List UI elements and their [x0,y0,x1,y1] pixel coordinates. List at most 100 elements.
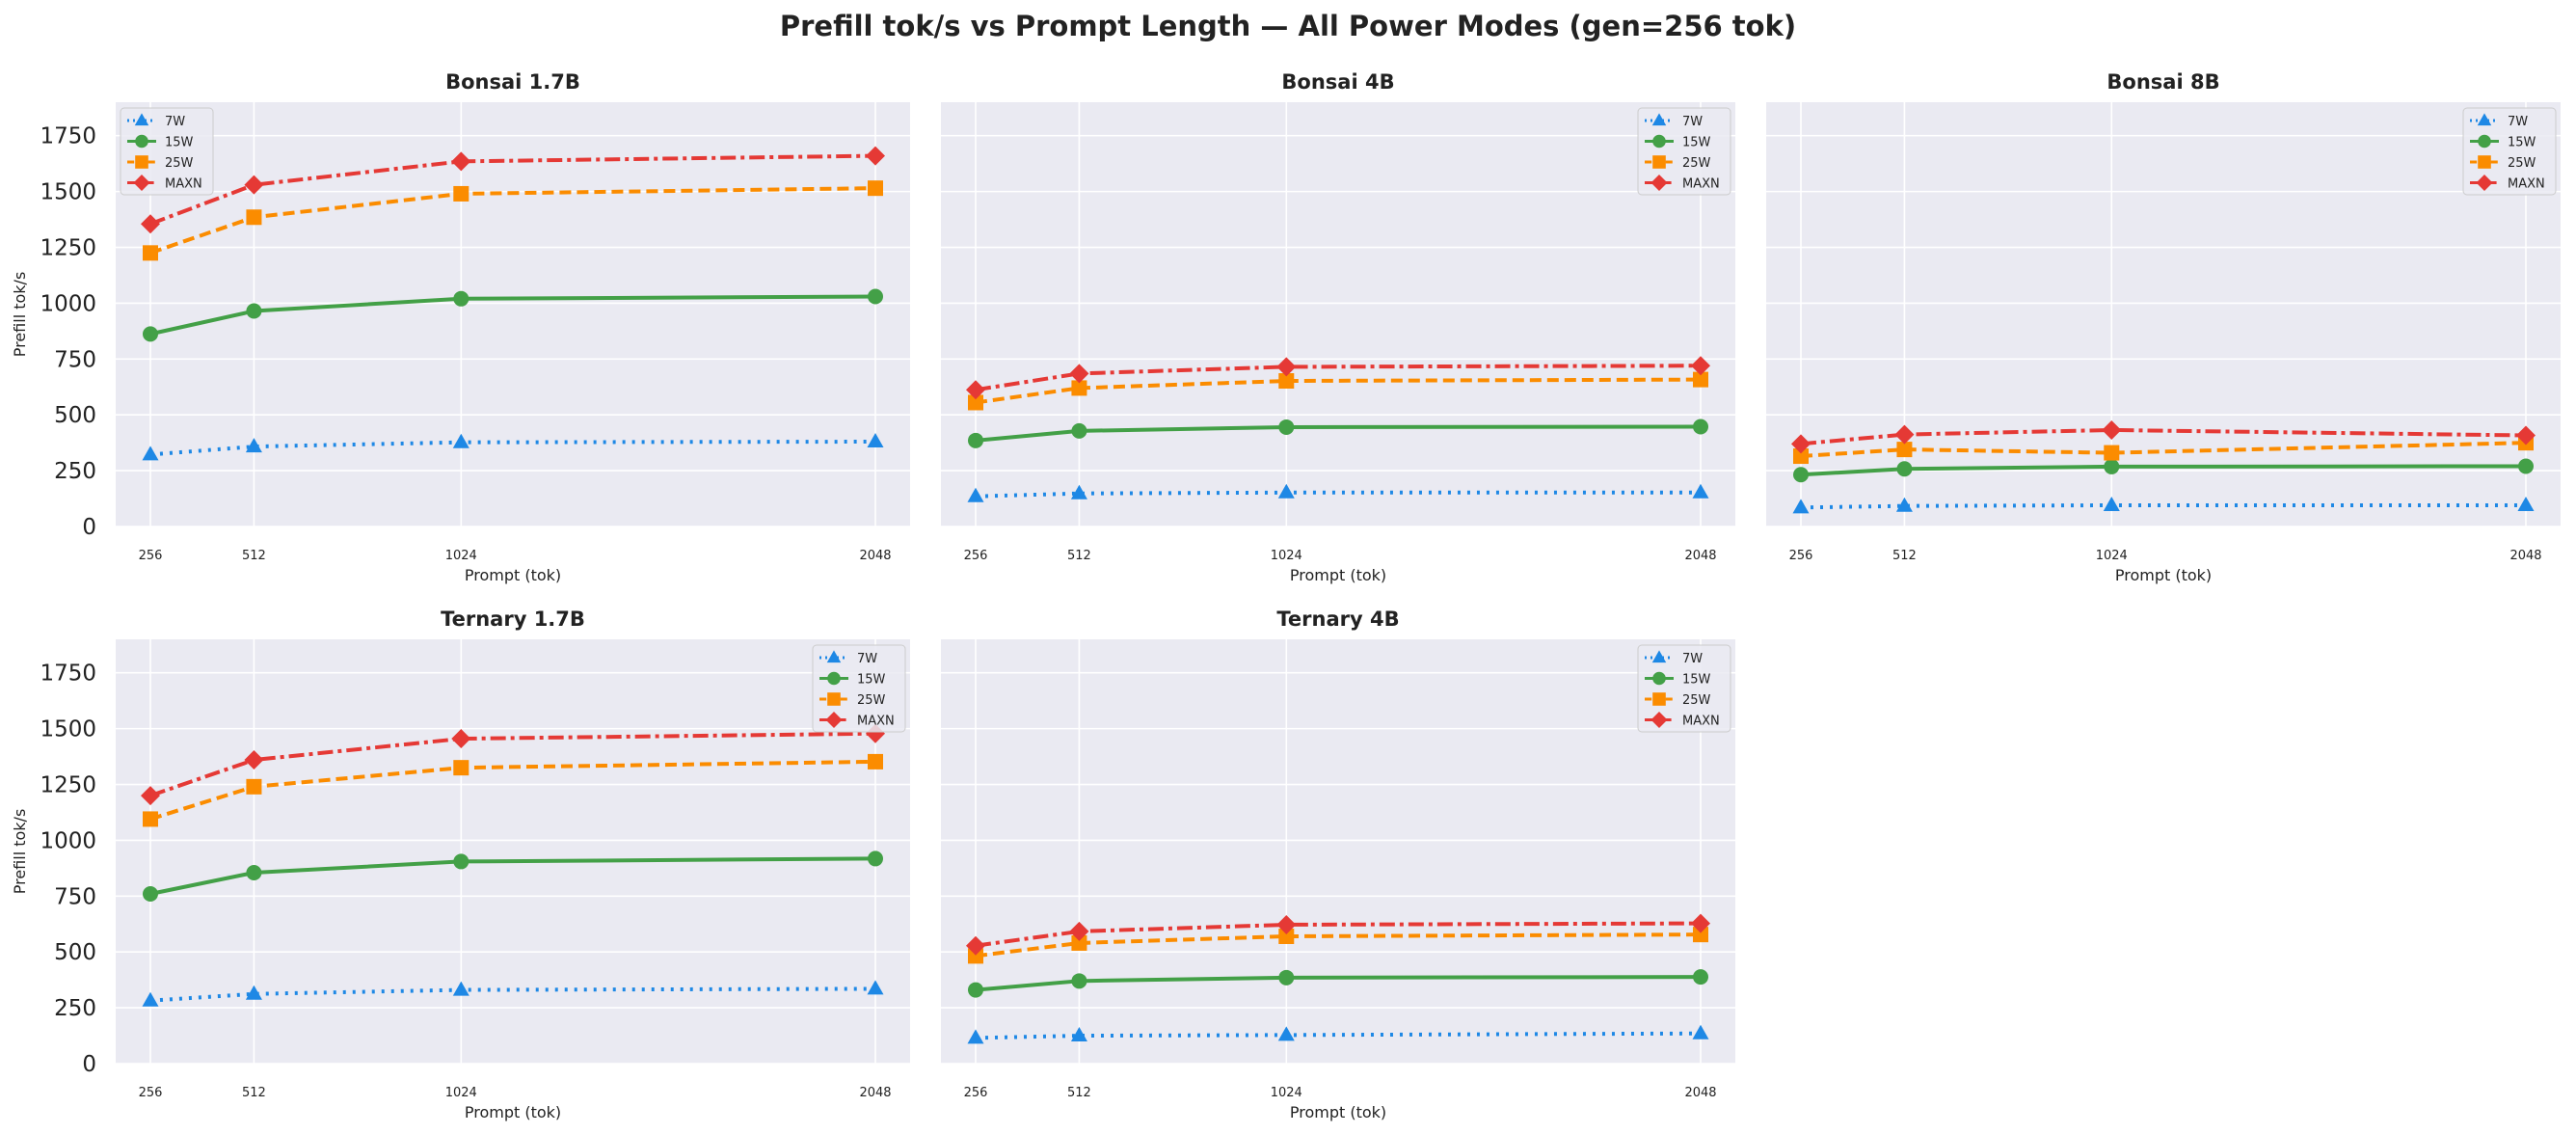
x-tick-label: 1024 [2096,549,2128,563]
legend-label-7W: 7W [857,652,877,666]
data-point-25W [968,394,983,411]
series-line-MAXN [149,731,876,797]
series-line-15W [975,975,1702,992]
legend-marker-7W [1651,113,1667,126]
data-point-7W [1692,1024,1709,1040]
data-point-MAXN [1691,356,1710,376]
y-tick-label: 0 [82,515,96,540]
data-point-MAXN [1276,914,1297,934]
series-7W [142,433,884,461]
data-point-25W [868,753,883,770]
x-tick-label: 1024 [1271,549,1302,563]
y-tick-label: 750 [54,347,96,372]
x-tick-label: 2048 [2509,549,2541,563]
data-point-7W [142,991,159,1007]
y-axis-label: Prefill tok/s [11,809,29,895]
data-point-MAXN [244,175,264,195]
panels: Bonsai 1.7B 256 512 1024 2048 Prompt (tok) 0 25… [11,70,2561,1121]
legend-box [2462,107,2557,196]
y-tick-label: 1250 [40,236,96,261]
data-point-MAXN [451,151,471,172]
subplot-title: Bonsai 4B [1281,70,1394,94]
data-point-25W [1071,380,1087,396]
data-point-MAXN [2516,425,2536,446]
legend-marker-MAXN [1650,175,1668,191]
data-point-7W [967,487,984,502]
legend-box [812,644,906,733]
subplot-4: Ternary 1.7B 256 512 1024 2048 Prompt (tok) 0 2… [11,608,910,1121]
series-line-25W [149,186,876,256]
data-point-25W [1278,373,1295,390]
data-point-15W [143,326,158,342]
data-point-MAXN [1691,913,1710,933]
series-15W [1793,458,2534,483]
y-tick-label: 1750 [40,124,96,149]
data-point-25W [143,245,158,261]
data-point-15W [1071,422,1087,439]
series-25W [968,927,1708,964]
data-point-25W [143,811,158,827]
x-tick-label: 256 [139,1086,163,1100]
legend-marker-7W [2477,113,2492,126]
data-point-7W [1792,499,1810,514]
series-25W [143,180,883,261]
legend-marker-MAXN [133,175,150,191]
data-point-7W [867,980,884,995]
y-tick-label: 500 [54,940,96,965]
series-25W [968,371,1708,411]
legend-marker-MAXN [1650,712,1668,728]
legend-label-25W: 25W [1682,693,1711,708]
legend-label-MAXN: MAXN [1682,715,1720,729]
legend-label-25W: 25W [857,693,886,708]
data-point-15W [453,290,470,307]
legend-marker-25W [1652,692,1666,706]
legend-marker-15W [135,134,148,148]
subplot-title: Bonsai 8B [2106,70,2219,94]
data-point-7W [245,438,262,453]
y-tick-label: 1750 [40,662,96,687]
data-point-15W [1071,973,1087,989]
legend-label-7W: 7W [1682,115,1703,129]
legend-label-MAXN: MAXN [857,715,895,729]
series-line-15W [149,856,876,896]
data-point-15W [1278,969,1295,986]
data-point-MAXN [2102,419,2122,440]
x-axis-label: Prompt (tok) [465,1103,561,1121]
x-axis-label: Prompt (tok) [1290,566,1386,584]
x-tick-label: 2048 [859,549,891,563]
data-point-15W [868,850,883,867]
x-tick-label: 512 [1067,549,1091,563]
series-line-MAXN [149,153,876,227]
y-tick-label: 1500 [40,180,96,205]
legend-marker-7W [1651,650,1667,663]
y-tick-label: 1000 [40,828,96,853]
data-point-15W [968,982,983,998]
data-point-25W [1278,929,1295,944]
series-MAXN [966,356,1710,400]
subplot-3: Bonsai 8B 256 512 1024 2048 Prompt (tok) 7W 15W… [1766,70,2561,584]
legend-box [1637,644,1731,733]
legend-marker-MAXN [2476,175,2493,191]
legend-label-15W: 15W [2508,136,2536,150]
series-line-MAXN [975,364,1702,392]
legend-label-15W: 15W [165,136,194,150]
legend: 7W 15W 25W MAXN [1637,107,1731,196]
legend-marker-15W [2478,134,2491,148]
data-point-7W [2103,497,2120,511]
data-point-7W [867,433,884,447]
data-point-MAXN [451,729,471,749]
data-point-25W [968,948,983,964]
series-line-25W [975,932,1702,958]
data-point-MAXN [141,786,160,806]
data-point-7W [452,433,470,448]
data-point-25W [1896,442,1913,458]
x-tick-label: 256 [964,549,988,563]
legend-marker-25W [1652,155,1666,169]
data-point-MAXN [1791,434,1811,454]
legend-label-7W: 7W [165,115,185,129]
series-7W [142,980,884,1007]
y-tick-label: 750 [54,884,96,909]
x-tick-label: 2048 [859,1086,891,1100]
subplot-2: Bonsai 4B 256 512 1024 2048 Prompt (tok) 7W 15W… [941,70,1735,584]
legend-box [1637,107,1731,196]
